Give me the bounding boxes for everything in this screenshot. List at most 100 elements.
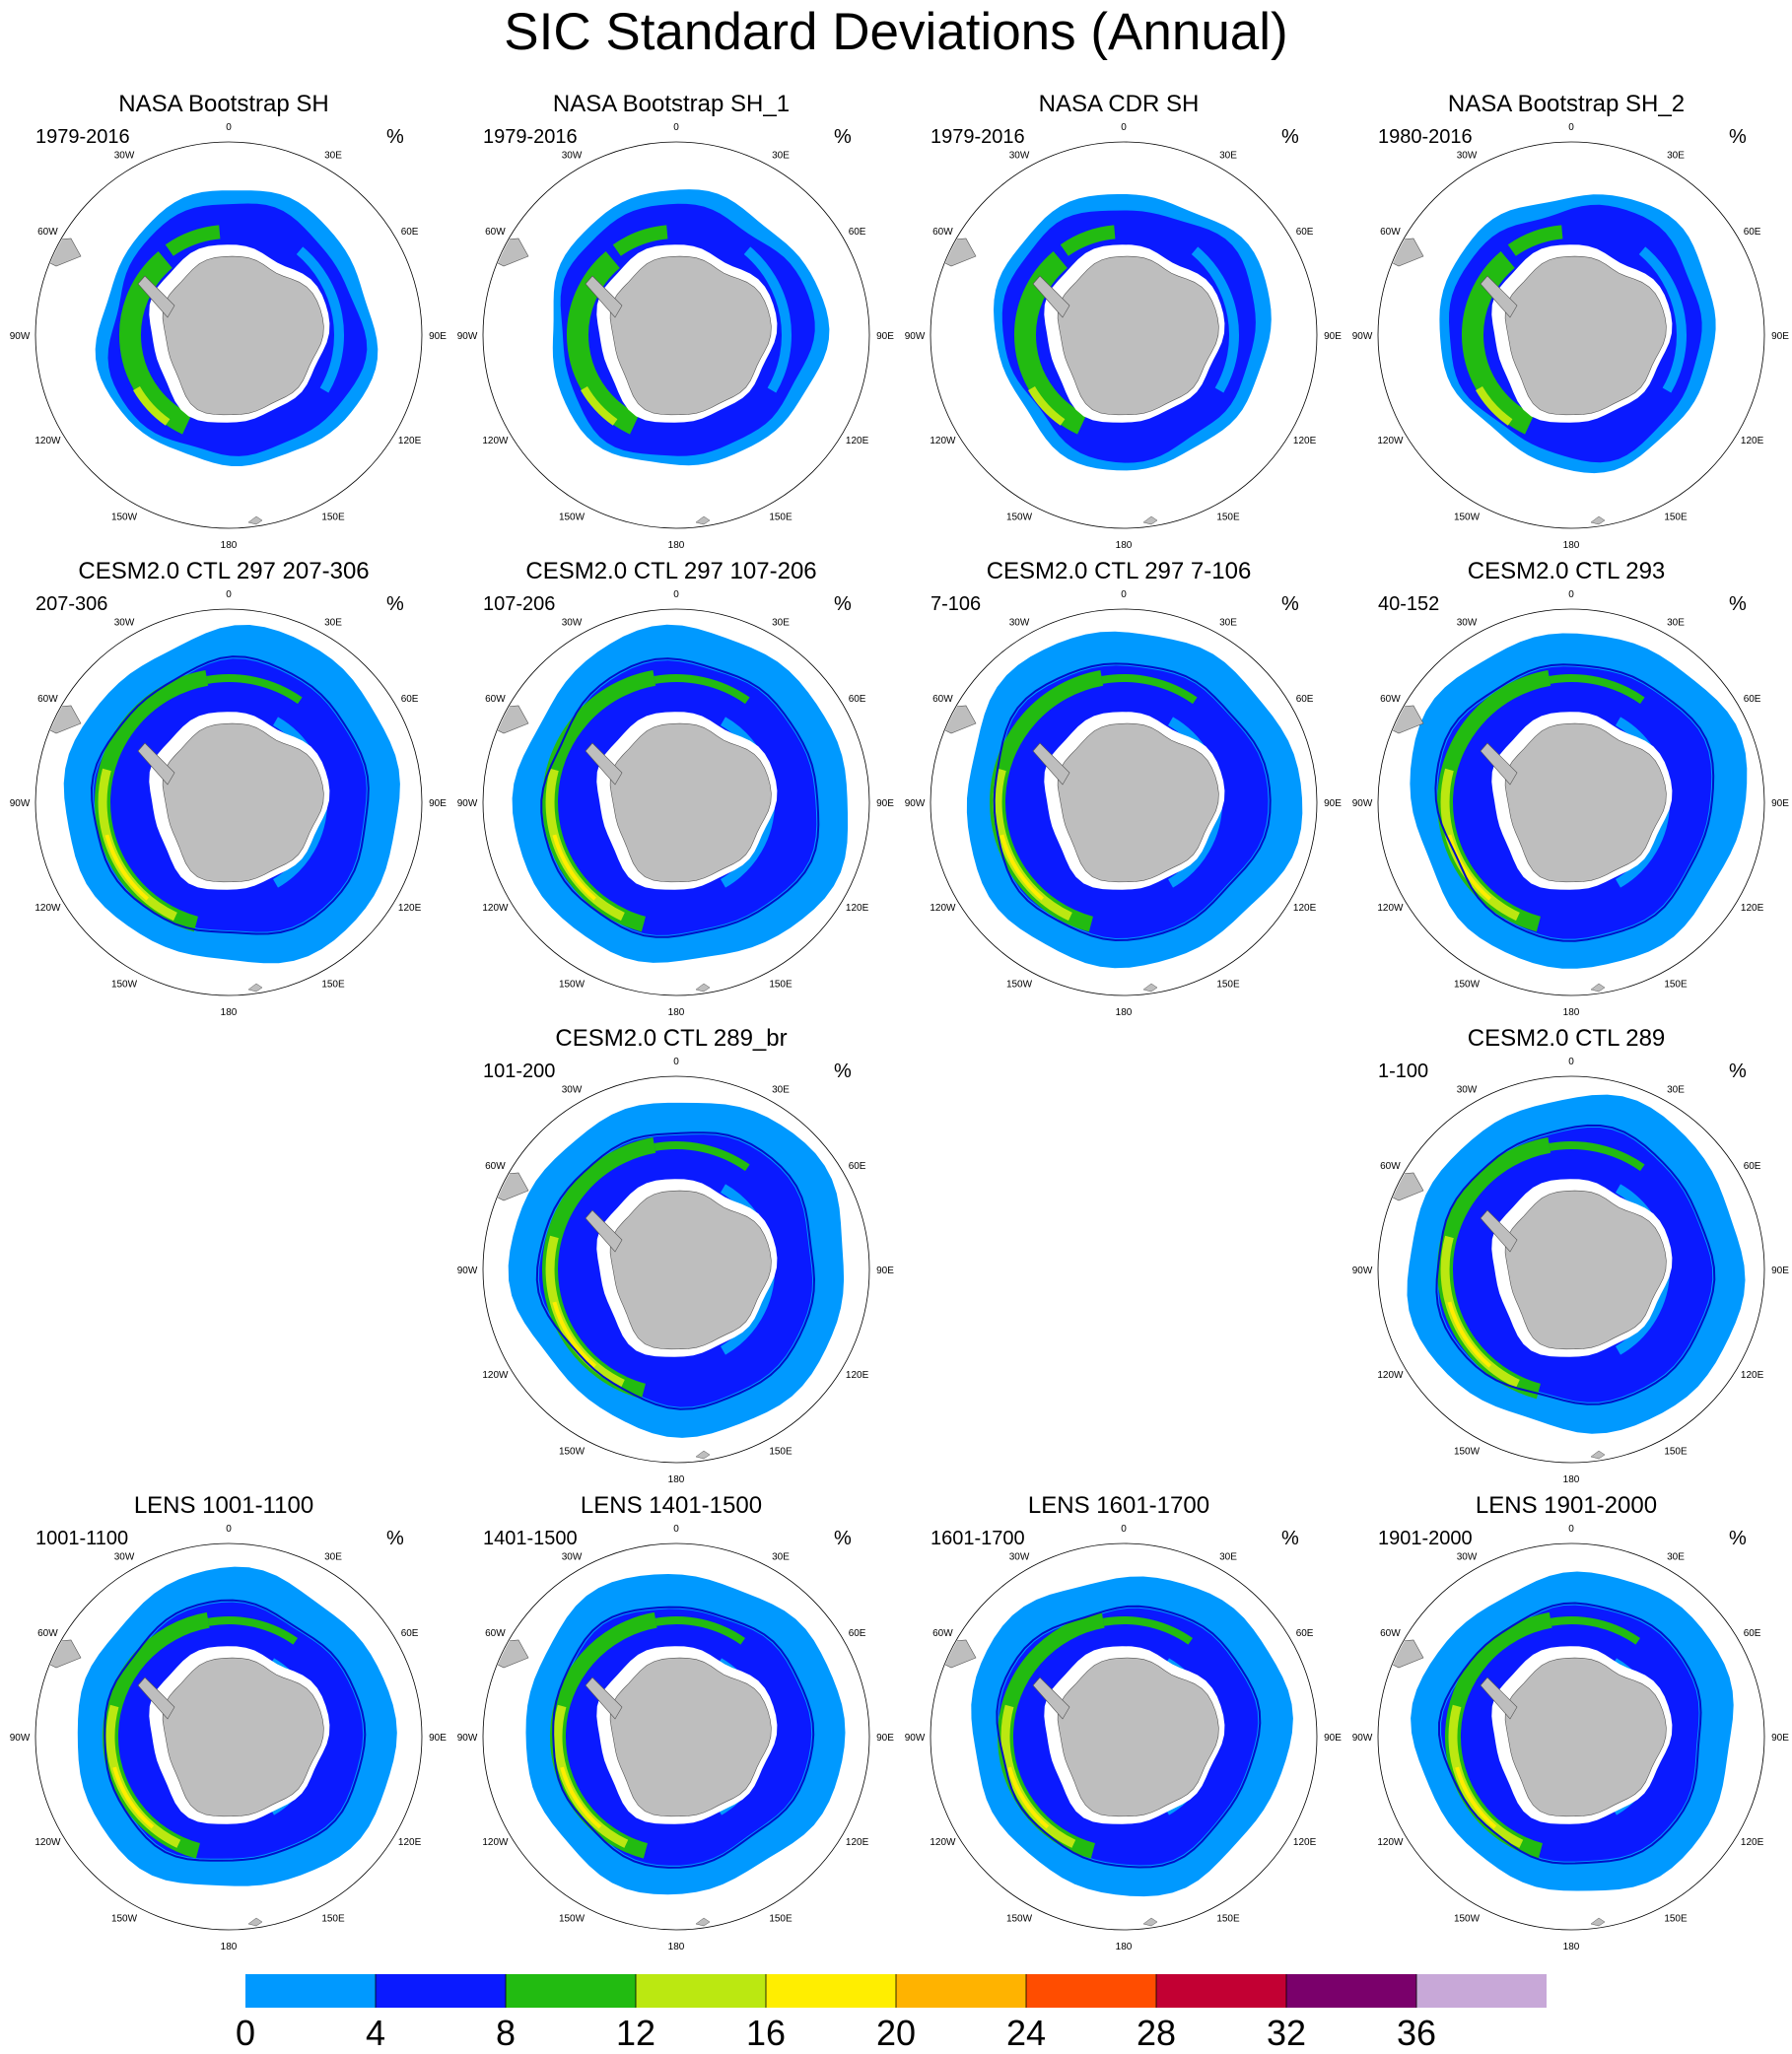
sic-band-8-12	[1549, 674, 1645, 705]
sic-band-12-16	[133, 385, 171, 426]
longitude-label: 90E	[1771, 1733, 1789, 1744]
panel-period: 1980-2016	[1378, 126, 1473, 148]
antarctic-peninsula	[137, 742, 175, 786]
longitude-label: 90E	[1771, 331, 1789, 342]
unit-label: %	[834, 593, 852, 615]
longitude-label: 60W	[1380, 1161, 1401, 1172]
longitude-label: 30W	[562, 617, 583, 628]
longitude-label: 30W	[1457, 1551, 1478, 1562]
panel-title: CESM2.0 CTL 293	[1467, 558, 1666, 584]
longitude-label: 90E	[876, 798, 894, 809]
panel-title: CESM2.0 CTL 297 7-106	[986, 558, 1252, 584]
polar-map: 0 30E 60E 90E 120E 150E 180 150W 120W 90W 60W 30W	[457, 122, 895, 551]
sic-band-16-20	[1447, 1301, 1491, 1368]
longitude-label: 60W	[932, 1628, 953, 1639]
longitude-label: 90W	[1352, 798, 1373, 809]
longitude-label: 60E	[401, 694, 419, 705]
colorbar-tick-label: 20	[875, 2013, 917, 2053]
longitude-label: 180	[668, 1474, 685, 1485]
antarctica-landmass	[1504, 722, 1667, 883]
sic-contour	[1438, 1602, 1702, 1865]
longitude-label: 0	[1568, 122, 1574, 133]
longitude-label: 0	[1121, 589, 1127, 600]
antarctica-landmass	[1057, 1657, 1219, 1817]
longitude-label: 120W	[34, 903, 61, 914]
panel-period: 1601-1700	[930, 1528, 1025, 1549]
map-panel: CESM2.0 CTL 293 40-152% 0 30E 60E 90E 120E 150E…	[1343, 558, 1790, 1025]
panel-title: NASA Bootstrap SH_2	[1447, 91, 1686, 117]
panel-period: 1901-2000	[1378, 1528, 1473, 1549]
antarctic-peninsula	[1480, 742, 1518, 786]
antarctic-peninsula	[1032, 742, 1070, 786]
antarctica-landmass	[1504, 255, 1667, 416]
longitude-label: 150E	[769, 980, 793, 991]
antarctica-landmass	[162, 722, 324, 883]
map-panel: CESM2.0 CTL 297 7-106 7-106% 0 30E 60E 90E 120…	[895, 558, 1343, 1025]
antarctica-landmass	[162, 255, 324, 416]
sic-contour	[993, 662, 1272, 942]
sic-contour	[90, 655, 370, 935]
map-panel: CESM2.0 CTL 289 1-100% 0 30E 60E 90E 120E 150E 1…	[1343, 1025, 1790, 1492]
antarctica-landmass	[609, 722, 772, 883]
longitude-label: 60E	[1296, 227, 1314, 238]
panel-period: 1979-2016	[35, 126, 130, 148]
sic-band-16-20	[1455, 1766, 1497, 1829]
longitude-label: 120W	[482, 436, 509, 446]
longitude-label: 30W	[562, 1084, 583, 1095]
longitude-label: 0	[226, 1524, 232, 1535]
longitude-label: 30W	[1457, 1084, 1478, 1095]
colorbar-swatch	[1026, 1974, 1157, 2008]
longitude-label: 0	[1568, 1057, 1574, 1067]
longitude-label: 150W	[111, 1914, 138, 1925]
longitude-label: 120W	[1377, 1370, 1404, 1381]
longitude-label: 90W	[10, 798, 31, 809]
longitude-label: 90E	[1771, 1266, 1789, 1276]
colorbar-tick-label: 0	[235, 2013, 256, 2053]
longitude-label: 90E	[876, 331, 894, 342]
sic-band-8-12	[207, 1616, 298, 1645]
longitude-label: 90W	[1352, 1266, 1373, 1276]
longitude-label: 120W	[482, 903, 509, 914]
sic-band-16-20	[552, 834, 596, 901]
longitude-label: 150W	[1006, 980, 1033, 991]
longitude-label: 60E	[849, 694, 866, 705]
island-land	[1590, 1450, 1606, 1460]
sic-contour	[1434, 663, 1715, 942]
longitude-label: 150W	[559, 1914, 586, 1925]
longitude-label: 180	[221, 1007, 238, 1018]
longitude-label: 30W	[562, 1551, 583, 1562]
unit-label: %	[834, 1061, 852, 1082]
longitude-label: 90E	[429, 1733, 447, 1744]
longitude-label: 30W	[1009, 617, 1030, 628]
antarctica-landmass	[609, 1190, 772, 1350]
longitude-label: 30E	[1667, 617, 1685, 628]
longitude-label: 150E	[1216, 1914, 1240, 1925]
longitude-label: 60E	[849, 227, 866, 238]
longitude-label: 150W	[111, 513, 138, 523]
sic-contour	[996, 1605, 1262, 1869]
longitude-label: 0	[226, 122, 232, 133]
longitude-label: 120E	[398, 436, 422, 446]
panel-period: 101-200	[483, 1061, 556, 1082]
sic-band-8-12	[165, 225, 221, 256]
sic-contour	[535, 1131, 816, 1410]
longitude-label: 150E	[1216, 513, 1240, 523]
sic-band-16-20	[552, 1301, 596, 1368]
polar-map: 0 30E 60E 90E 120E 150E 180 150W 120W 90W 60W 30W	[1352, 1524, 1790, 1952]
map-panel: NASA Bootstrap SH_2 1980-2016% 0 30E 60E 90E 1…	[1343, 91, 1790, 558]
colorbar-swatch	[896, 1974, 1027, 2008]
sic-band-8-12	[1549, 1141, 1645, 1172]
longitude-label: 60W	[485, 1628, 506, 1639]
longitude-label: 30E	[1667, 1084, 1685, 1095]
longitude-label: 30E	[772, 617, 790, 628]
longitude-label: 180	[1563, 1007, 1580, 1018]
longitude-label: 150E	[1664, 1447, 1688, 1458]
longitude-label: 60W	[932, 227, 953, 238]
longitude-label: 180	[668, 540, 685, 551]
longitude-label: 150E	[1664, 980, 1688, 991]
antarctica-landmass	[1504, 1190, 1667, 1350]
longitude-label: 150W	[111, 980, 138, 991]
longitude-label: 120E	[846, 1837, 869, 1848]
sic-band-16-20	[104, 834, 149, 901]
longitude-label: 150E	[321, 1914, 345, 1925]
